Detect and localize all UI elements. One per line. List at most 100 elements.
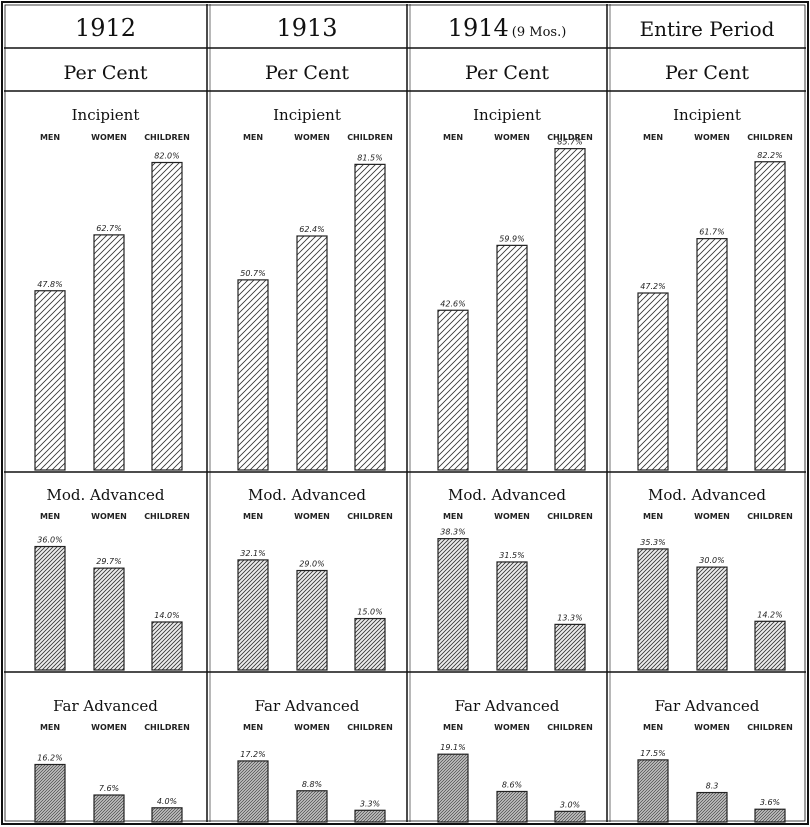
year-label: 1913: [276, 14, 337, 42]
category-label: WOMEN: [694, 723, 730, 732]
bar-value-label: 81.5%: [357, 153, 382, 162]
bar-women: [93, 234, 125, 471]
category-label: WOMEN: [694, 133, 730, 142]
category-label: MEN: [243, 512, 263, 521]
category-label: WOMEN: [494, 133, 530, 142]
category-label: CHILDREN: [144, 512, 190, 521]
bar-men: [237, 559, 269, 671]
unit-label: Per Cent: [465, 62, 549, 84]
category-label: WOMEN: [494, 723, 530, 732]
bar-women: [496, 790, 528, 823]
section-title: Mod. Advanced: [448, 486, 566, 504]
bar-children: [754, 808, 786, 823]
unit-label: Per Cent: [64, 62, 148, 84]
bar-women: [93, 567, 125, 671]
chart-sections: Incipient MEN 47.8% WOMEN 62.7% CHILDREN 82.0%…: [34, 106, 793, 823]
column-year-title: 1913: [276, 14, 337, 42]
category-label: CHILDREN: [747, 723, 793, 732]
category-label: CHILDREN: [547, 133, 593, 142]
bar-value-label: 8.6%: [502, 780, 522, 789]
bar-men: [437, 309, 469, 471]
section-far-advanced: Far Advanced MEN 16.2% WOMEN 7.6% CHILDREN 4.0…: [34, 697, 793, 823]
bar-value-label: 85.7%: [557, 138, 582, 147]
category-label: WOMEN: [294, 133, 330, 142]
category-label: MEN: [443, 723, 463, 732]
bar-men: [237, 760, 269, 823]
bar-value-label: 38.3%: [440, 528, 465, 537]
bar-value-label: 82.0%: [154, 152, 179, 161]
year-label: Entire Period: [640, 17, 775, 41]
bar-value-label: 59.9%: [499, 234, 524, 243]
section-title: Incipient: [673, 106, 741, 124]
section-title: Incipient: [473, 106, 541, 124]
category-label: MEN: [40, 512, 60, 521]
category-label: WOMEN: [294, 512, 330, 521]
bar-men: [34, 545, 66, 671]
category-label: WOMEN: [91, 723, 127, 732]
bar-value-label: 7.6%: [99, 784, 119, 793]
bar-value-label: 32.1%: [240, 549, 265, 558]
bar-value-label: 8.3: [706, 782, 719, 791]
bar-value-label: 35.3%: [640, 538, 665, 547]
category-label: MEN: [643, 512, 663, 521]
year-label: 1914: [448, 14, 509, 42]
category-label: WOMEN: [91, 512, 127, 521]
bar-women: [696, 238, 728, 471]
section-incipient: Incipient MEN 47.8% WOMEN 62.7% CHILDREN 82.0%…: [34, 106, 793, 471]
bar-men: [437, 753, 469, 823]
bar-women: [296, 790, 328, 823]
bar-children: [754, 620, 786, 671]
bar-men: [637, 292, 669, 471]
category-label: CHILDREN: [747, 512, 793, 521]
bar-value-label: 29.7%: [96, 557, 121, 566]
section-title: Far Advanced: [455, 697, 560, 715]
bar-value-label: 8.8%: [302, 780, 322, 789]
bar-men: [637, 548, 669, 671]
bar-women: [496, 244, 528, 471]
bar-children: [151, 161, 183, 471]
category-label: WOMEN: [494, 512, 530, 521]
bar-value-label: 4.0%: [157, 797, 177, 806]
bar-value-label: 14.2%: [757, 610, 782, 619]
bar-children: [151, 621, 183, 671]
bar-value-label: 3.3%: [360, 799, 380, 808]
bar-children: [554, 148, 586, 471]
bar-value-label: 82.2%: [757, 151, 782, 160]
category-label: MEN: [243, 723, 263, 732]
bar-value-label: 13.3%: [557, 613, 582, 622]
category-label: CHILDREN: [144, 723, 190, 732]
unit-label: Per Cent: [265, 62, 349, 84]
bar-value-label: 62.7%: [96, 224, 121, 233]
bar-value-label: 47.2%: [640, 282, 665, 291]
year-note: (9 Mos.): [512, 25, 567, 40]
column-year-title: 1912: [75, 14, 136, 42]
category-label: MEN: [643, 723, 663, 732]
section-title: Incipient: [72, 106, 140, 124]
category-label: WOMEN: [294, 723, 330, 732]
category-label: MEN: [40, 133, 60, 142]
bar-men: [34, 763, 66, 823]
category-label: MEN: [40, 723, 60, 732]
section-title: Far Advanced: [655, 697, 760, 715]
bar-women: [496, 561, 528, 671]
category-label: MEN: [443, 133, 463, 142]
category-label: CHILDREN: [547, 512, 593, 521]
bar-women: [696, 791, 728, 823]
category-label: MEN: [243, 133, 263, 142]
bar-children: [354, 163, 386, 471]
bar-value-label: 50.7%: [240, 269, 265, 278]
bar-value-label: 3.6%: [760, 798, 780, 807]
category-label: CHILDREN: [144, 133, 190, 142]
category-label: CHILDREN: [347, 512, 393, 521]
section-title: Far Advanced: [53, 697, 158, 715]
category-label: CHILDREN: [747, 133, 793, 142]
section-title: Incipient: [273, 106, 341, 124]
bar-children: [554, 623, 586, 671]
bar-value-label: 62.4%: [299, 225, 324, 234]
bar-women: [696, 566, 728, 671]
category-label: CHILDREN: [347, 723, 393, 732]
bar-women: [296, 235, 328, 471]
section-mod-advanced: Mod. Advanced MEN 36.0% WOMEN 29.7% CHILDREN 1…: [34, 486, 793, 671]
